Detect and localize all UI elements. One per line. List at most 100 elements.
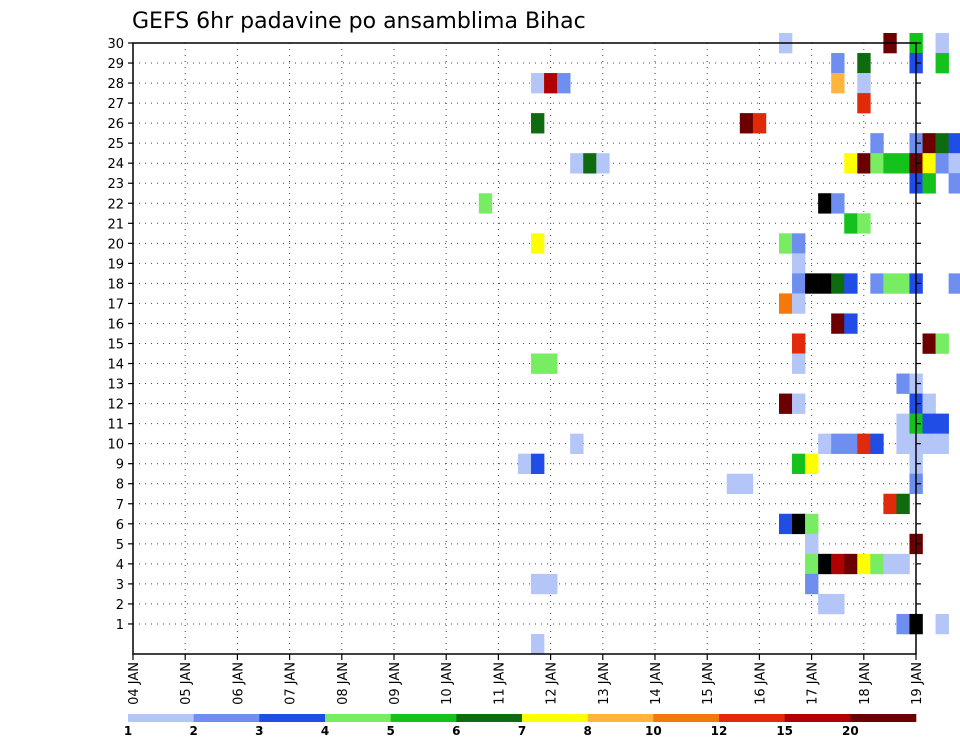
heatmap-cell bbox=[948, 273, 960, 294]
heatmap-cell bbox=[922, 133, 936, 154]
colorbar-level-label: 12 bbox=[711, 724, 728, 738]
heatmap-cell bbox=[805, 533, 819, 555]
colorbar-swatch bbox=[653, 714, 720, 722]
heatmap-cell bbox=[805, 453, 819, 475]
heatmap-cell bbox=[739, 473, 754, 495]
colorbar-level-label: 4 bbox=[321, 724, 329, 738]
x-tick-label: 06 JAN bbox=[231, 662, 246, 705]
heatmap-cell bbox=[844, 433, 858, 454]
heatmap-cell bbox=[831, 273, 845, 294]
heatmap-cell bbox=[935, 153, 949, 174]
y-tick-label: 2 bbox=[116, 598, 124, 613]
y-tick-label: 15 bbox=[107, 337, 124, 352]
heatmap-cell bbox=[531, 633, 545, 655]
y-axis-ticks: 1234567891011121314151617181920212223242… bbox=[107, 37, 921, 633]
colorbar-swatch bbox=[325, 714, 391, 722]
heatmap-cell bbox=[896, 373, 910, 394]
heatmap-cell bbox=[896, 493, 910, 515]
heatmap-cell bbox=[896, 613, 910, 635]
x-tick-label: 19 JAN bbox=[910, 662, 925, 705]
heatmap-cell bbox=[557, 73, 571, 94]
heatmap-cell bbox=[883, 493, 897, 515]
heatmap-cell bbox=[857, 433, 871, 454]
y-tick-label: 1 bbox=[116, 618, 124, 633]
y-tick-label: 5 bbox=[116, 538, 124, 553]
heatmap-cell bbox=[739, 113, 754, 134]
heatmap-cell bbox=[792, 453, 806, 475]
colorbar-swatch bbox=[128, 714, 194, 722]
y-tick-label: 16 bbox=[107, 317, 124, 332]
heatmap-cell bbox=[792, 253, 806, 274]
heatmap-cell bbox=[531, 233, 545, 254]
x-tick-label: 12 JAN bbox=[545, 662, 560, 705]
colorbar-swatch bbox=[390, 714, 457, 722]
y-tick-label: 17 bbox=[107, 297, 124, 312]
heatmap-cell bbox=[805, 573, 819, 595]
heatmap-cell bbox=[935, 333, 949, 354]
y-tick-label: 24 bbox=[107, 157, 124, 172]
heatmap-cell bbox=[948, 173, 960, 194]
colorbar-level-label: 10 bbox=[645, 724, 662, 738]
heatmap-cell bbox=[805, 513, 819, 535]
heatmap-cell bbox=[792, 353, 806, 374]
y-tick-label: 28 bbox=[107, 77, 124, 92]
heatmap-cell bbox=[778, 393, 793, 414]
colorbar-swatch bbox=[522, 714, 588, 722]
heatmap-cell bbox=[857, 153, 871, 174]
colorbar-swatch bbox=[259, 714, 326, 722]
heatmap-cell bbox=[805, 273, 819, 294]
y-tick-label: 27 bbox=[107, 97, 124, 112]
heatmap-cell bbox=[778, 233, 793, 254]
heatmap-cell bbox=[844, 153, 858, 174]
heatmap-cell bbox=[870, 553, 884, 575]
colorbar-swatch bbox=[193, 714, 260, 722]
y-tick-label: 3 bbox=[116, 578, 124, 593]
heatmap-cell bbox=[818, 593, 832, 615]
colorbar-level-label: 6 bbox=[452, 724, 460, 738]
x-tick-label: 08 JAN bbox=[336, 662, 351, 705]
heatmap-cell bbox=[831, 593, 845, 615]
heatmap-cell bbox=[517, 453, 532, 475]
heatmap-cell bbox=[935, 413, 949, 434]
heatmap-cell bbox=[792, 273, 806, 294]
heatmap-cell bbox=[870, 433, 884, 454]
heatmap-cell bbox=[922, 433, 936, 454]
x-tick-label: 18 JAN bbox=[858, 662, 873, 705]
heatmap-cell bbox=[883, 553, 897, 575]
x-tick-label: 11 JAN bbox=[492, 662, 507, 705]
chart-title: GEFS 6hr padavine po ansamblima Bihac bbox=[132, 9, 586, 34]
heatmap-cell bbox=[922, 333, 936, 354]
heatmap-cell bbox=[544, 73, 558, 94]
x-tick-label: 04 JAN bbox=[127, 662, 142, 705]
heatmap-cell bbox=[870, 153, 884, 174]
heatmap-cells bbox=[478, 32, 960, 655]
y-tick-label: 6 bbox=[116, 518, 124, 533]
heatmap-cell bbox=[778, 513, 793, 535]
heatmap-cell bbox=[726, 473, 741, 495]
colorbar-swatch bbox=[850, 714, 917, 722]
heatmap-cell bbox=[870, 133, 884, 154]
y-tick-label: 7 bbox=[116, 498, 124, 513]
heatmap-cell bbox=[896, 413, 910, 434]
heatmap-cell bbox=[478, 193, 493, 214]
x-tick-label: 15 JAN bbox=[701, 662, 716, 705]
plot-frame bbox=[132, 42, 917, 655]
y-tick-label: 30 bbox=[107, 37, 124, 52]
x-tick-label: 09 JAN bbox=[388, 662, 403, 705]
heatmap-cell bbox=[818, 193, 832, 214]
heatmap-cell bbox=[896, 273, 910, 294]
colorbar-level-label: 8 bbox=[583, 724, 591, 738]
x-tick-label: 17 JAN bbox=[806, 662, 821, 705]
heatmap-cell bbox=[935, 613, 949, 635]
heatmap-cell bbox=[531, 453, 545, 475]
heatmap-cell bbox=[857, 213, 871, 234]
heatmap-cell bbox=[935, 133, 949, 154]
heatmap-cell bbox=[792, 513, 806, 535]
heatmap-cell bbox=[831, 193, 845, 214]
heatmap-cell bbox=[544, 353, 558, 374]
colorbar-swatch bbox=[587, 714, 654, 722]
y-tick-label: 4 bbox=[116, 558, 124, 573]
colorbar-level-label: 5 bbox=[386, 724, 394, 738]
heatmap-cell bbox=[896, 553, 910, 575]
